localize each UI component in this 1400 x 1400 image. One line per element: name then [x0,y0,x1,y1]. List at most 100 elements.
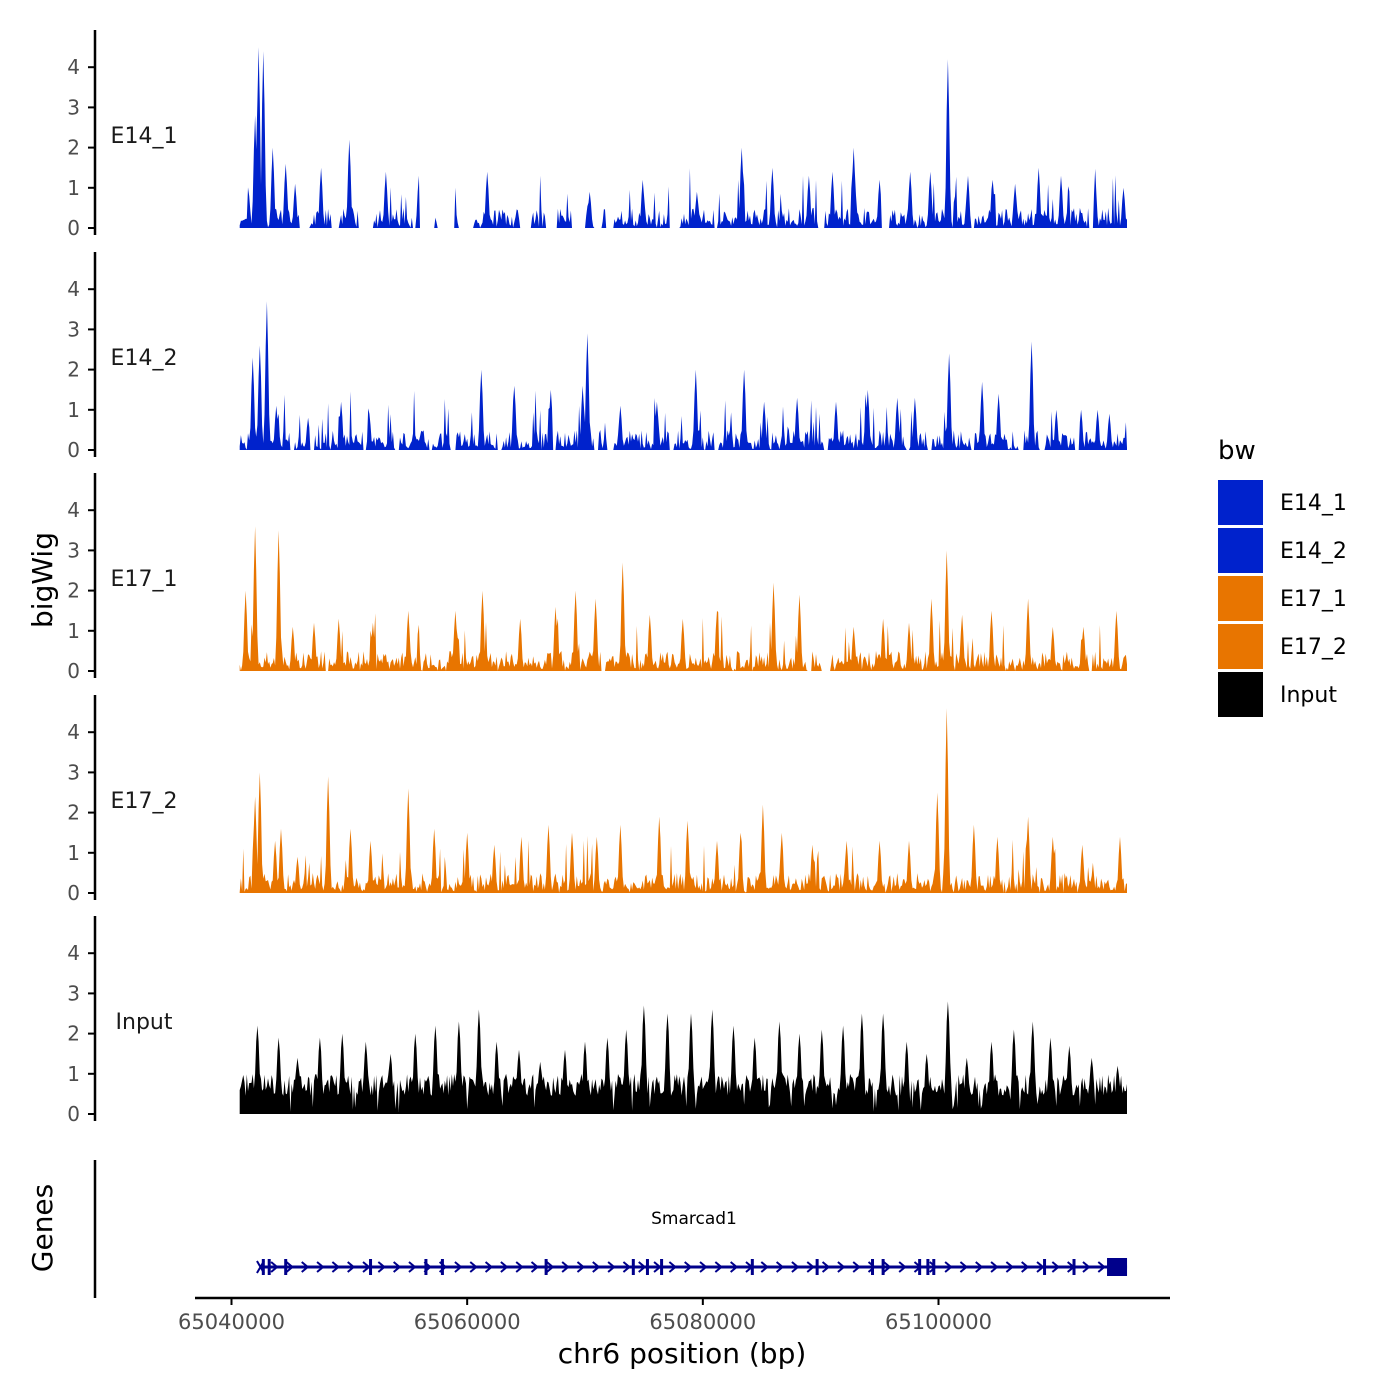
y-tick-label: 1 [67,1062,80,1086]
track-Input: 0 1 2 3 4 Input [67,916,1127,1126]
y-tick-label: 4 [67,720,80,744]
legend-label: Input [1280,683,1337,708]
gene-exon [881,1259,885,1275]
legend-swatch-Input [1218,672,1263,717]
y-tick-label: 2 [67,136,80,160]
gene-exon [631,1259,635,1275]
y-tick-label: 1 [67,398,80,422]
x-axis-title: chr6 position (bp) [558,1337,807,1370]
x-tick-label: 65080000 [649,1310,756,1334]
gene-exon [369,1259,373,1275]
gene-strand-arrow [990,1261,999,1273]
coverage-area-E17_1 [239,526,1127,671]
y-tick-label: 3 [67,981,80,1005]
gene-strand-arrow [301,1261,310,1273]
gene-exon [440,1259,444,1275]
gene-exon [267,1259,271,1275]
y-tick-label: 4 [67,941,80,965]
legend-title: bw [1218,436,1256,466]
track-label: E14_2 [111,346,178,371]
y-tick-label: 4 [67,55,80,79]
y-tick-label: 2 [67,801,80,825]
gene-strand-arrow [775,1261,785,1273]
track-E14_1: 0 1 2 3 4 E14_1 [67,30,1127,240]
gene-strand-arrow [377,1261,386,1273]
gene-strand-arrow [347,1261,356,1273]
y-tick-label: 3 [67,538,80,562]
gene-strand-arrow [469,1261,478,1273]
legend-swatch-E17_1 [1218,576,1263,621]
gene-strand-arrow [668,1261,677,1273]
gene-panel: Smarcad1 [93,1160,1128,1298]
gene-strand-arrow [576,1261,586,1273]
gene-strand-arrow [714,1261,723,1273]
gene-strand-arrow [622,1261,631,1273]
gene-strand-arrow [1051,1261,1060,1273]
legend-swatch-E17_2 [1218,624,1263,669]
gene-strand-arrow [515,1261,524,1273]
y-tick-label: 2 [67,1022,80,1046]
gene-exon [660,1259,664,1275]
gene-exon [918,1259,922,1275]
gene-name-label: Smarcad1 [651,1209,737,1229]
gene-strand-arrow [684,1261,693,1273]
legend-label: E17_2 [1280,635,1347,660]
y-tick-label: 4 [67,498,80,522]
y-tick-label: 1 [67,176,80,200]
x-tick-label: 65060000 [414,1310,521,1334]
gene-exon [645,1259,649,1275]
track-label: E17_2 [111,789,178,814]
gene-strand-arrow [638,1261,647,1273]
gene-strand-arrow [760,1261,769,1273]
y-tick-label: 1 [67,841,80,865]
x-tick-label: 65040000 [178,1310,285,1334]
gene-exon [926,1259,930,1275]
y-tick-label: 1 [67,619,80,643]
gene-strand-arrow [454,1261,463,1273]
legend-label: E14_1 [1280,491,1347,516]
legend: bw E14_1 E14_2 E17_1 E17_2 Input [1218,436,1347,717]
gene-strand-arrow [975,1261,984,1273]
coverage-area-Input [239,1001,1127,1114]
track-label: Input [116,1010,173,1035]
gene-strand-arrow [959,1261,968,1273]
track-E17_2: 0 1 2 3 4 E17_2 [67,695,1127,905]
y-tick-label: 0 [67,659,80,683]
gene-strand-arrow [883,1261,892,1273]
gene-strand-arrow [530,1261,540,1273]
gene-strand-arrow [821,1261,831,1273]
gene-strand-arrow [1036,1261,1045,1273]
gene-strand-arrow [1097,1261,1106,1273]
gene-strand-arrow [944,1261,953,1273]
gene-strand-arrow [607,1261,616,1273]
gene-exon [544,1259,548,1275]
gene-strand-arrow [362,1261,371,1273]
gene-strand-arrow [837,1261,846,1273]
gene-exon [750,1259,754,1275]
gene-exon [424,1259,428,1275]
y-tick-label: 2 [67,358,80,382]
gene-strand-arrow [408,1261,417,1273]
gene-exon [261,1259,265,1275]
y-tick-label: 0 [67,216,80,240]
y-tick-label: 2 [67,579,80,603]
gene-strand-arrow [1082,1261,1091,1273]
gene-exon [1072,1259,1076,1275]
gene-exon [1043,1259,1047,1275]
track-E14_2: 0 1 2 3 4 E14_2 [67,252,1127,462]
gene-strand-arrow [806,1261,815,1273]
gene-strand-arrow [929,1261,938,1273]
gene-strand-arrow [867,1261,877,1273]
gene-exon [815,1259,819,1275]
coverage-area-E14_2 [239,301,1127,450]
track-label: E17_1 [111,567,178,592]
legend-label: E17_1 [1280,587,1347,612]
tracks-layer: 0 1 2 3 4 E14_1 0 1 2 3 4 E14_2 0 1 2 3 4 E17_1 0 1 2 3 4 E17_2… [67,30,1127,1126]
gene-strand-arrow [1005,1261,1014,1273]
gene-strand-arrow [791,1261,800,1273]
gene-exon [932,1259,936,1275]
y-tick-label: 3 [67,95,80,119]
x-axis: 65040000 65060000 65080000 65100000 [178,1296,1170,1334]
y-tick-label: 0 [67,881,80,905]
gene-strand-arrow [730,1261,739,1273]
